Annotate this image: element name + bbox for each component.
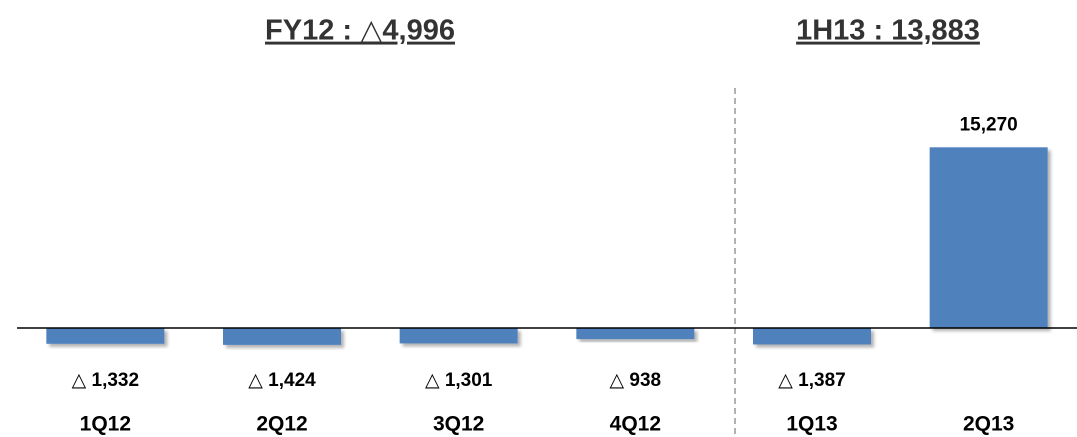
value-label: △ 1,332 [72,370,139,391]
bar [223,328,341,345]
bar [576,328,695,340]
period-total: FY12 : △4,996 [265,15,455,47]
x-tick-label: 2Q13 [963,413,1014,436]
bar [753,328,871,345]
value-label: △ 938 [610,370,662,391]
x-tick-label: 1Q12 [80,413,131,436]
value-label: △ 1,301 [425,370,493,391]
period-total: 1H13 : 13,883 [796,15,980,47]
value-label: △ 1,387 [778,370,845,391]
bar [399,328,518,344]
value-label: 15,270 [960,114,1018,135]
value-label: △ 1,424 [248,370,316,391]
bar [46,328,165,344]
x-tick-label: 4Q12 [610,413,661,436]
x-tick-label: 3Q12 [433,413,484,436]
x-tick-label: 1Q13 [786,413,837,436]
bar [929,147,1048,329]
x-tick-label: 2Q12 [256,413,307,436]
